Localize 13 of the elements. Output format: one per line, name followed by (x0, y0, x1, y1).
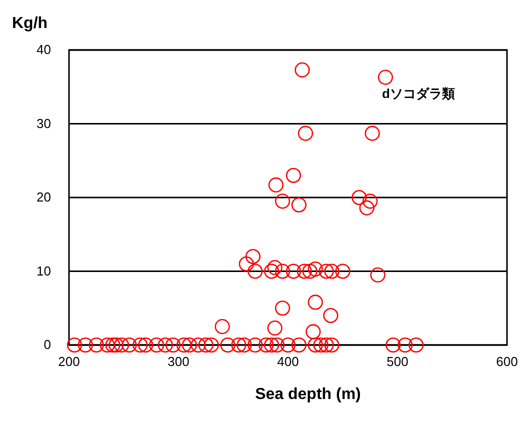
y-tick-label: 10 (36, 263, 51, 278)
x-axis-title: Sea depth (m) (255, 386, 361, 403)
x-tick-label: 500 (386, 354, 408, 370)
y-tick-label: 30 (36, 116, 51, 131)
x-tick-label: 200 (58, 354, 80, 370)
y-tick-label: 20 (36, 190, 51, 205)
x-tick-label: 300 (168, 354, 190, 370)
y-tick-label: 0 (44, 337, 51, 352)
x-tick-label: 400 (277, 354, 299, 370)
series-label: dソコダラ類 (382, 86, 455, 101)
x-tick-label: 600 (496, 354, 518, 370)
y-tick-label: 40 (36, 42, 51, 58)
y-axis-title: Kg/h (12, 15, 48, 32)
